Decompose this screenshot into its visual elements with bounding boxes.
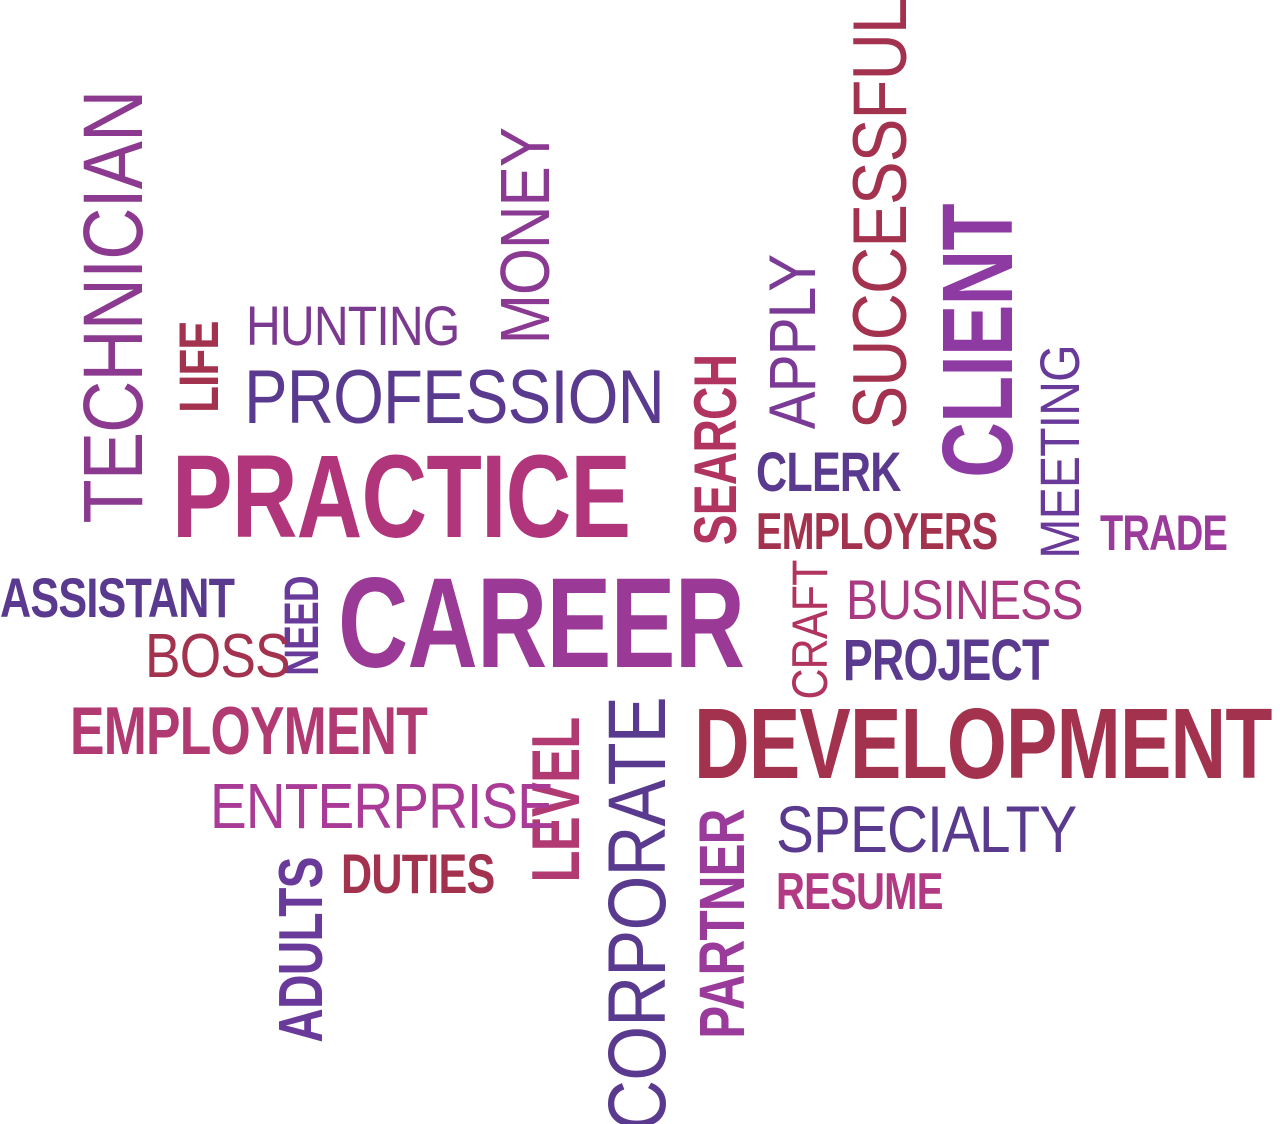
word-life: LIFE (167, 321, 230, 413)
word-business: BUSINESS (846, 568, 1084, 631)
word-adults: ADULTS (267, 857, 336, 1043)
word-resume: RESUME (776, 863, 943, 921)
word-boss: BOSS (145, 622, 291, 691)
word-partner: PARTNER (686, 809, 758, 1039)
word-enterprise: ENTERPRISE (210, 770, 554, 842)
word-search: SEARCH (682, 354, 749, 546)
word-client: CLIENT (922, 204, 1034, 478)
word-specialty: SPECIALTY (776, 792, 1077, 866)
word-apply: APPLY (755, 254, 829, 430)
word-assistant: ASSISTANT (0, 566, 235, 629)
word-project: PROJECT (843, 628, 1049, 693)
word-meeting: MEETING (1028, 345, 1091, 559)
word-clerk: CLERK (756, 440, 901, 503)
word-craft: CRAFT (782, 560, 838, 700)
word-corporate: CORPORATE (592, 697, 683, 1124)
word-profession: PROFESSION (244, 355, 665, 440)
word-practice: PRACTICE (172, 431, 631, 563)
word-employment: EMPLOYMENT (70, 693, 428, 769)
word-hunting: HUNTING (246, 294, 460, 357)
word-trade: TRADE (1100, 505, 1228, 561)
word-technician: TECHNICIAN (66, 90, 160, 524)
word-employers: EMPLOYERS (756, 503, 998, 561)
word-duties: DUTIES (341, 842, 495, 905)
word-career: CAREER (338, 552, 745, 695)
word-money: MONEY (486, 127, 564, 345)
word-successful: SUCCESSFUL (838, 0, 923, 430)
word-development: DEVELOPMENT (694, 688, 1272, 800)
